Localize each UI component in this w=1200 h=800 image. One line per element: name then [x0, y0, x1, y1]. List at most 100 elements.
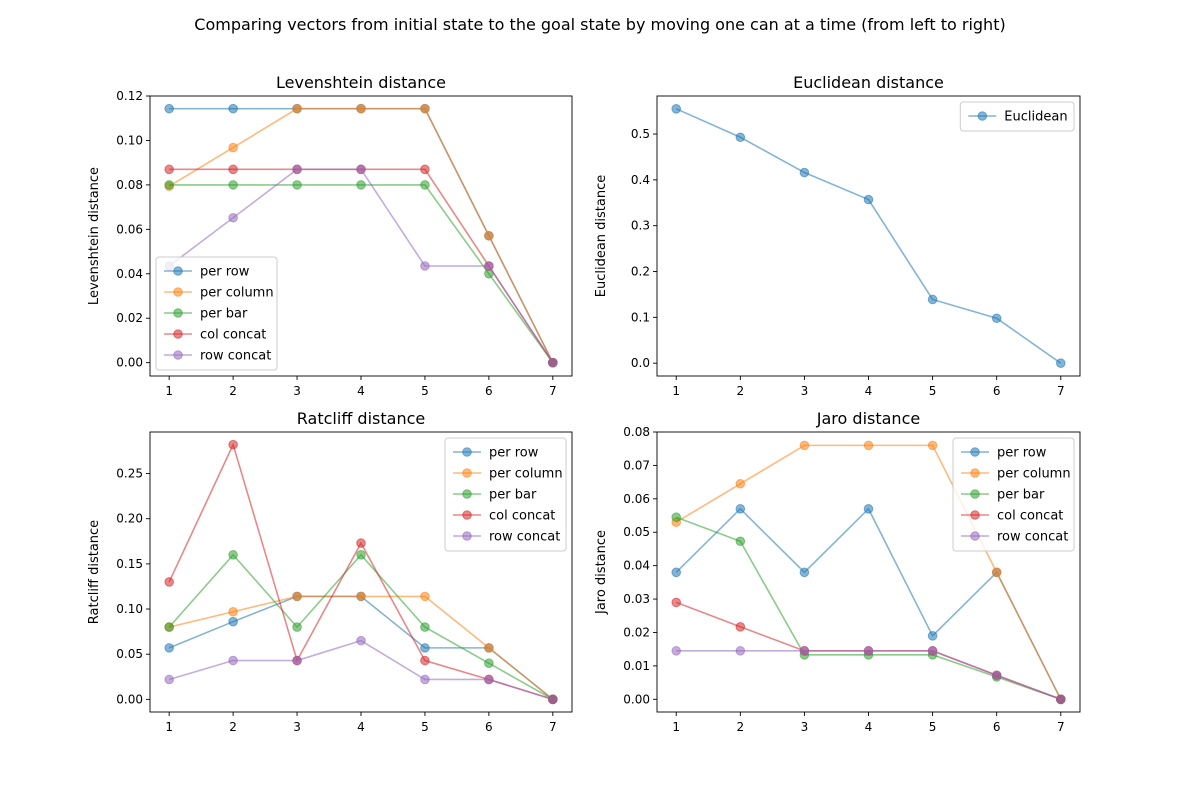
data-point — [735, 646, 746, 656]
legend: per row per column per bar col concat row co… — [952, 437, 1075, 552]
y-tick-label: 0.04 — [116, 267, 143, 281]
y-tick-label: 0.0 — [631, 356, 650, 370]
legend-box — [959, 101, 1075, 132]
data-point — [927, 440, 938, 451]
x-tick-label: 6 — [485, 384, 493, 398]
chart-panel-1: Levenshtein distance Levenshtein distance… — [87, 73, 573, 398]
x-tick-label: 3 — [801, 384, 809, 398]
data-point — [164, 103, 174, 114]
data-point — [991, 567, 1002, 578]
y-axis-label: Ratcliff distance — [87, 520, 102, 624]
series-per-bar — [164, 180, 558, 368]
legend-label: row concat — [489, 530, 560, 545]
data-point — [420, 591, 430, 602]
x-tick-label: 4 — [357, 384, 365, 398]
x-tick-label: 6 — [993, 720, 1001, 734]
chart-panel-3: Ratcliff distance Ratcliff distance 1 2 3 4 5 6… — [87, 409, 573, 734]
data-point — [292, 164, 302, 175]
x-tick-label: 1 — [672, 720, 680, 734]
data-point — [420, 674, 430, 685]
y-tick-label: 0.3 — [631, 219, 650, 233]
data-point — [292, 103, 302, 114]
y-tick-label: 0.2 — [631, 265, 650, 279]
chart-title: Euclidean distance — [793, 73, 944, 92]
legend-box — [155, 256, 278, 371]
legend-marker — [970, 510, 980, 520]
x-tick-label: 2 — [229, 720, 237, 734]
legend-marker — [462, 447, 472, 457]
y-tick-label: 0.08 — [623, 425, 650, 439]
x-tick-label: 1 — [165, 720, 173, 734]
y-tick-label: 0.10 — [116, 133, 143, 147]
data-point — [228, 103, 238, 114]
series-row-concat — [671, 646, 1066, 705]
data-point — [548, 694, 558, 705]
x-tick-label: 3 — [293, 720, 301, 734]
data-point — [228, 439, 238, 450]
series-line — [168, 595, 554, 700]
legend-marker — [970, 489, 980, 499]
y-axis-label: Euclidean distance — [594, 175, 609, 298]
y-tick-label: 0.06 — [116, 222, 143, 236]
legend-label: per bar — [200, 307, 248, 322]
data-point — [927, 631, 938, 641]
x-tick-label: 1 — [672, 384, 680, 398]
legend-label: per row — [200, 265, 250, 280]
data-point — [671, 104, 682, 114]
data-point — [735, 504, 746, 514]
data-point — [228, 616, 238, 627]
legend-marker — [173, 308, 183, 318]
data-point — [420, 164, 430, 175]
legend-box — [444, 437, 567, 552]
data-point — [671, 646, 682, 656]
y-tick-label: 0.03 — [623, 592, 650, 606]
y-tick-label: 0.25 — [116, 467, 143, 481]
series-line — [168, 595, 554, 700]
legend-marker — [173, 287, 183, 297]
legend-label: per bar — [489, 488, 537, 503]
data-point — [356, 103, 366, 114]
legend-label: per row — [489, 446, 539, 461]
data-point — [164, 674, 174, 685]
chart-title: Jaro distance — [816, 409, 920, 428]
data-point — [292, 591, 302, 602]
x-tick-label: 4 — [357, 720, 365, 734]
data-point — [228, 164, 238, 175]
legend-label: row concat — [200, 349, 271, 364]
data-point — [164, 180, 174, 190]
data-point — [548, 357, 558, 368]
y-tick-label: 0.15 — [116, 557, 143, 571]
legend-label: col concat — [489, 509, 555, 524]
data-point — [420, 261, 430, 271]
legend-marker — [173, 266, 183, 276]
legend-marker — [462, 489, 472, 499]
x-tick-label: 2 — [229, 384, 237, 398]
y-tick-label: 0.1 — [631, 310, 650, 324]
series-per-bar — [164, 550, 558, 705]
y-tick-label: 0.5 — [631, 127, 650, 141]
data-point — [164, 622, 174, 632]
y-tick-label: 0.00 — [116, 692, 143, 706]
data-point — [228, 550, 238, 560]
data-point — [356, 550, 366, 560]
y-tick-label: 0.05 — [116, 647, 143, 661]
y-axis-label: Jaro distance — [594, 530, 609, 615]
legend-label: per column — [489, 467, 563, 482]
axes-frame — [656, 431, 1081, 713]
data-point — [484, 643, 494, 653]
axes-frame — [149, 95, 573, 377]
x-tick-label: 1 — [165, 384, 173, 398]
y-tick-label: 0.04 — [623, 559, 650, 573]
x-tick-label: 4 — [865, 720, 873, 734]
legend-label: per row — [997, 446, 1047, 461]
y-tick-label: 0.06 — [623, 492, 650, 506]
x-tick-label: 7 — [549, 720, 557, 734]
data-point — [484, 658, 494, 669]
series-per-column — [164, 591, 558, 705]
data-point — [420, 103, 430, 114]
x-tick-label: 2 — [736, 384, 744, 398]
data-point — [164, 164, 174, 175]
legend-marker — [970, 447, 980, 457]
y-tick-label: 0.02 — [623, 625, 650, 639]
